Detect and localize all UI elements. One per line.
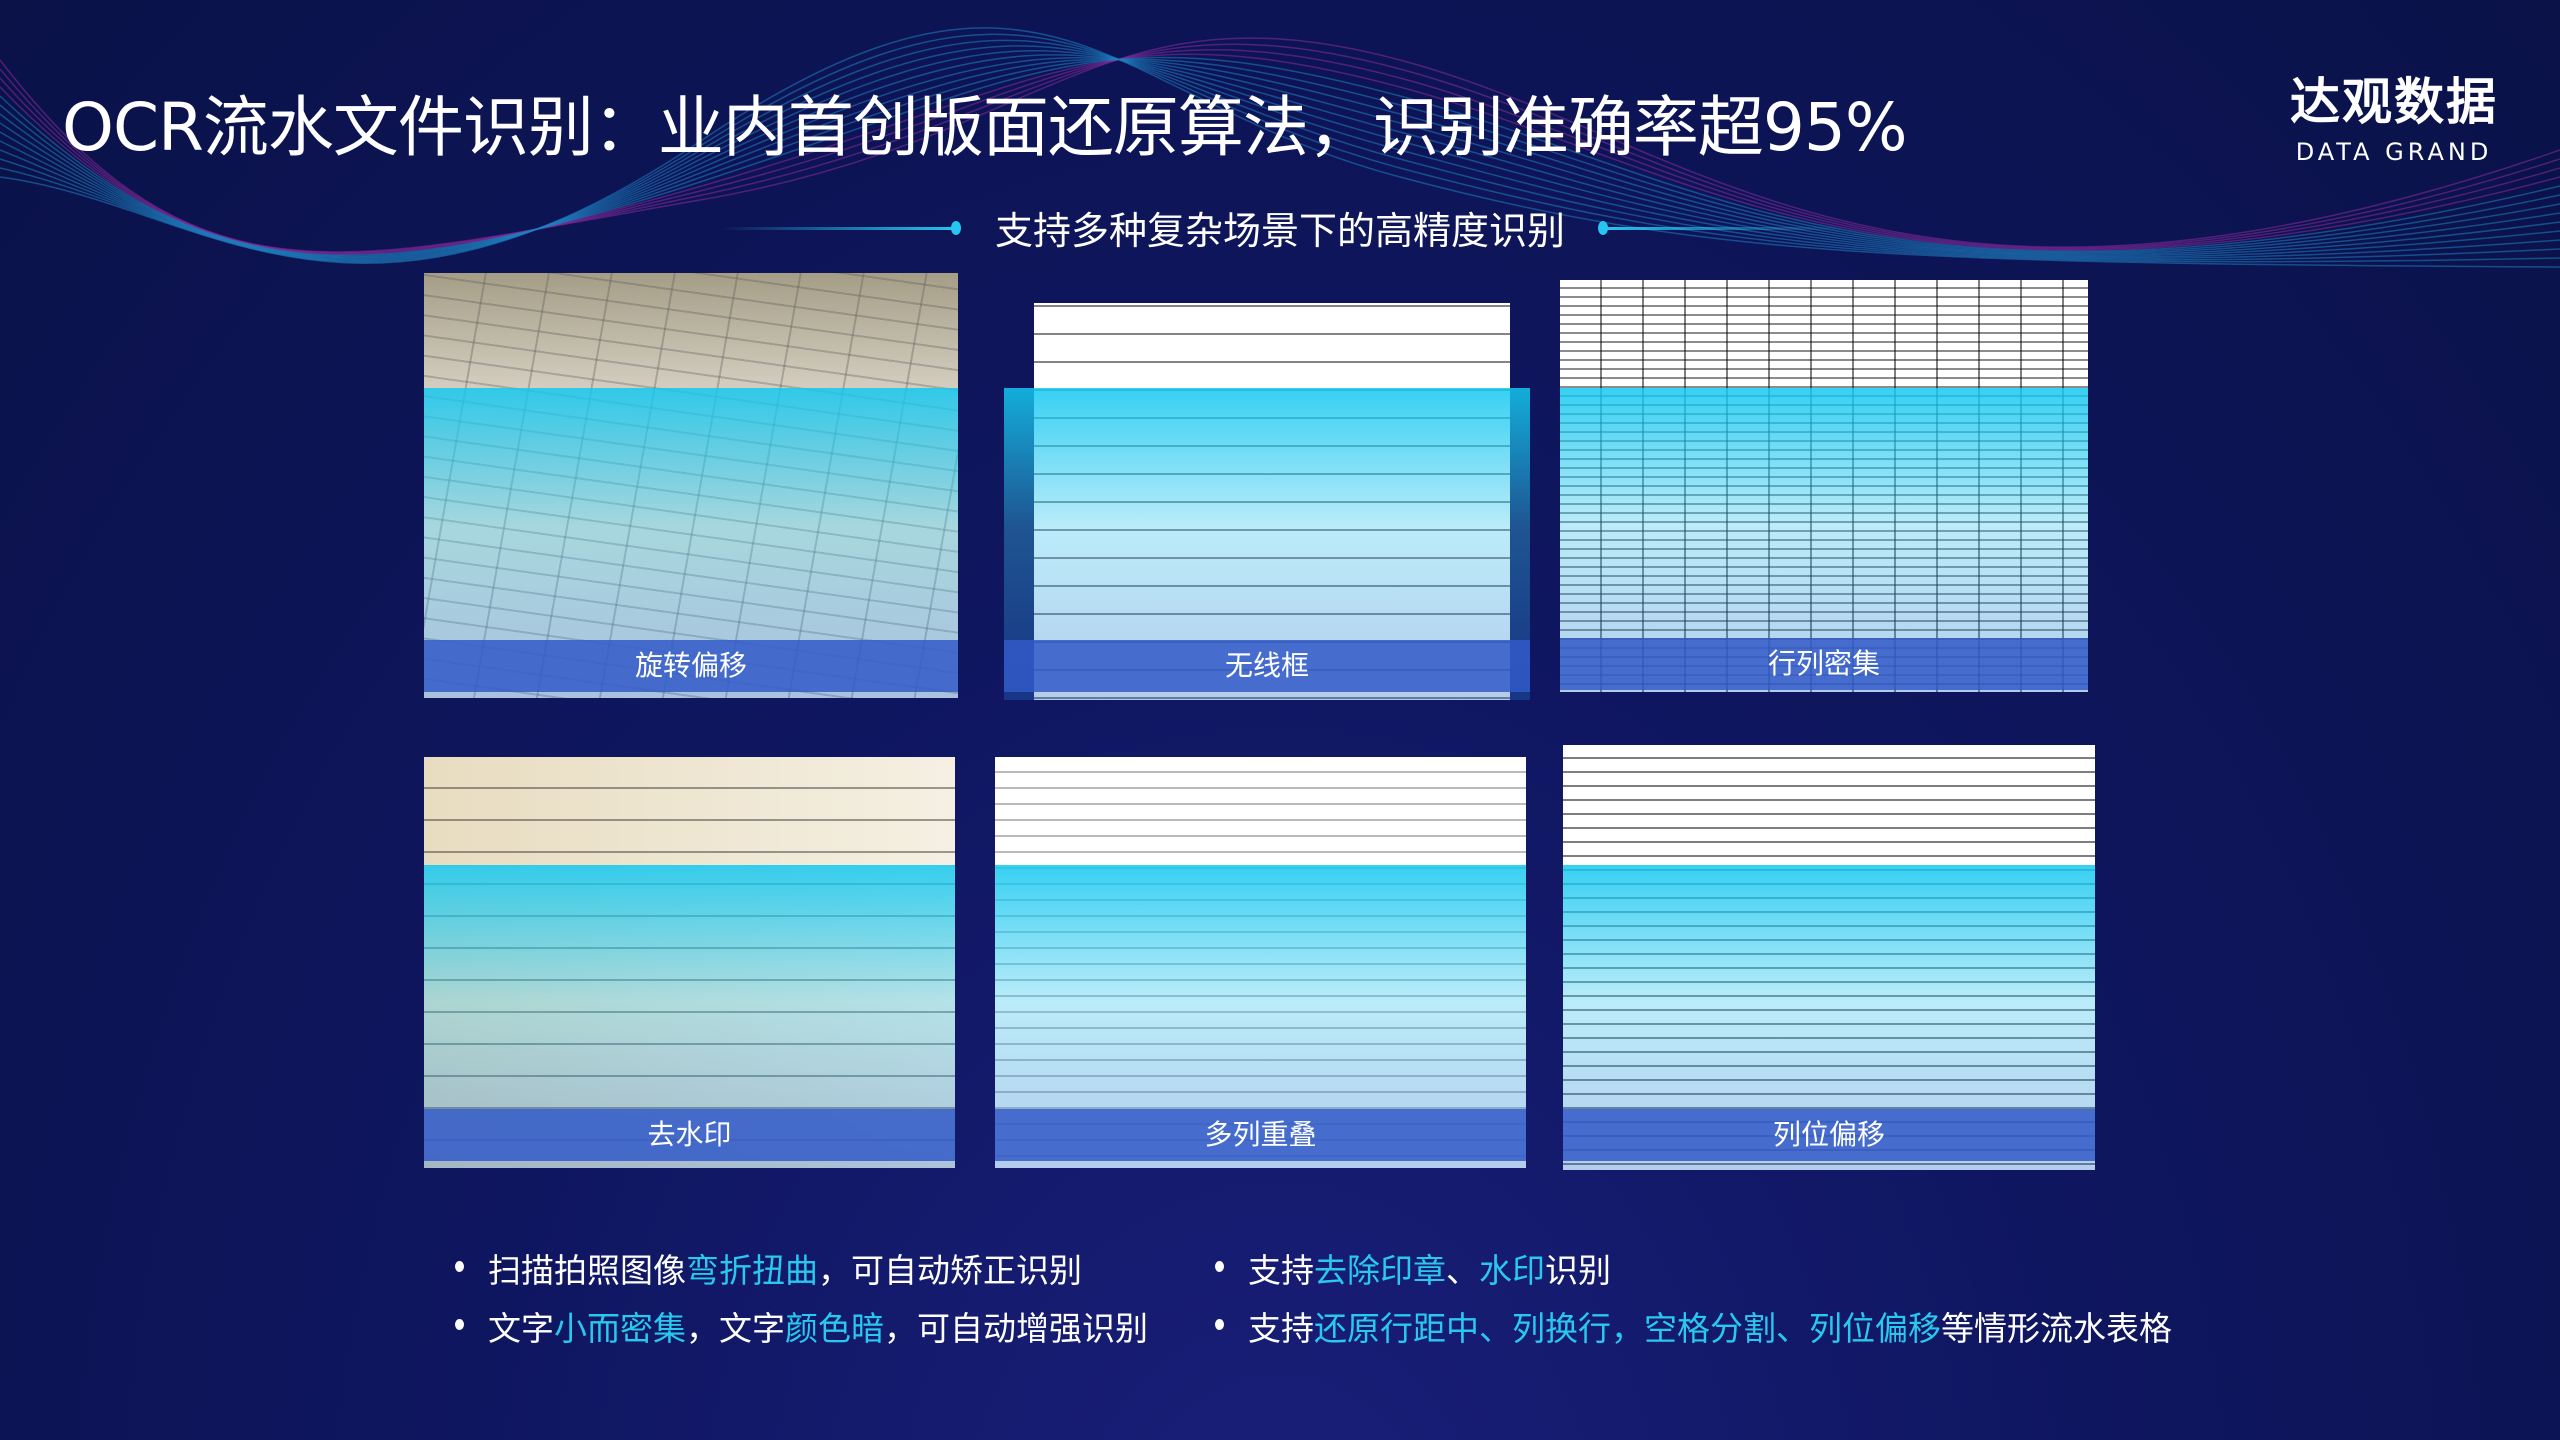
sample-card-watermark: 去水印 <box>424 757 955 1168</box>
divider-left <box>720 227 955 230</box>
bullet-text: 扫描拍照图像 <box>488 1251 686 1290</box>
bullet-text: ，可自动矫正识别 <box>818 1251 1082 1290</box>
bullet-text: 、 <box>1446 1251 1479 1290</box>
sample-card-overlap: 多列重叠 <box>995 757 1526 1168</box>
bullet-text: 文字 <box>488 1309 554 1348</box>
logo-cn: 达观数据 <box>2290 73 2498 131</box>
highlight-text: 还原行距中、列换行，空格分割、列位偏移 <box>1314 1309 1941 1348</box>
page-title: OCR流水文件识别：业内首创版面还原算法，识别准确率超95% <box>62 89 1908 166</box>
card-label: 去水印 <box>424 1109 955 1161</box>
bullet-item: 扫描拍照图像弯折扭曲，可自动矫正识别 <box>455 1244 1082 1292</box>
card-label: 行列密集 <box>1560 638 2088 690</box>
bullet-item: 支持还原行距中、列换行，空格分割、列位偏移等情形流水表格 <box>1215 1302 2172 1350</box>
divider-right <box>1605 227 1845 230</box>
sample-card-rotation: 旋转偏移 <box>424 273 958 698</box>
highlight-text: 弯折扭曲 <box>686 1251 818 1290</box>
highlight-text: 小而密集 <box>554 1309 686 1348</box>
bullet-text: 等情形流水表格 <box>1941 1309 2172 1348</box>
section-subtitle: 支持多种复杂场景下的高精度识别 <box>994 209 1565 253</box>
decorative-waves <box>0 27 2560 268</box>
bullet-item: 文字小而密集，文字颜色暗，可自动增强识别 <box>455 1302 1148 1350</box>
sample-card-column-shift: 列位偏移 <box>1563 745 2095 1170</box>
card-label: 无线框 <box>1004 640 1530 692</box>
bullet-text: ，文字 <box>686 1309 785 1348</box>
bullet-text: 支持 <box>1248 1309 1314 1348</box>
card-label: 列位偏移 <box>1563 1109 2095 1161</box>
card-label: 旋转偏移 <box>424 640 958 692</box>
logo-en: DATA GRAND <box>2295 138 2493 166</box>
highlight-text: 颜色暗 <box>785 1309 884 1348</box>
bullet-text: 支持 <box>1248 1251 1314 1290</box>
divider-dot-right <box>1598 221 1608 235</box>
bullet-item: 支持去除印章、水印识别 <box>1215 1244 1611 1292</box>
bullet-text: ，可自动增强识别 <box>884 1309 1148 1348</box>
highlight-text: 去除印章 <box>1314 1251 1446 1290</box>
highlight-text: 水印 <box>1479 1251 1545 1290</box>
card-label: 多列重叠 <box>995 1109 1526 1161</box>
sample-card-no-frame: 无线框 <box>1004 283 1530 700</box>
logo: 达观数据 DATA GRAND <box>2290 62 2498 166</box>
divider-dot-left <box>951 221 961 235</box>
bullet-text: 识别 <box>1545 1251 1611 1290</box>
sample-card-dense: 行列密集 <box>1560 280 2088 692</box>
